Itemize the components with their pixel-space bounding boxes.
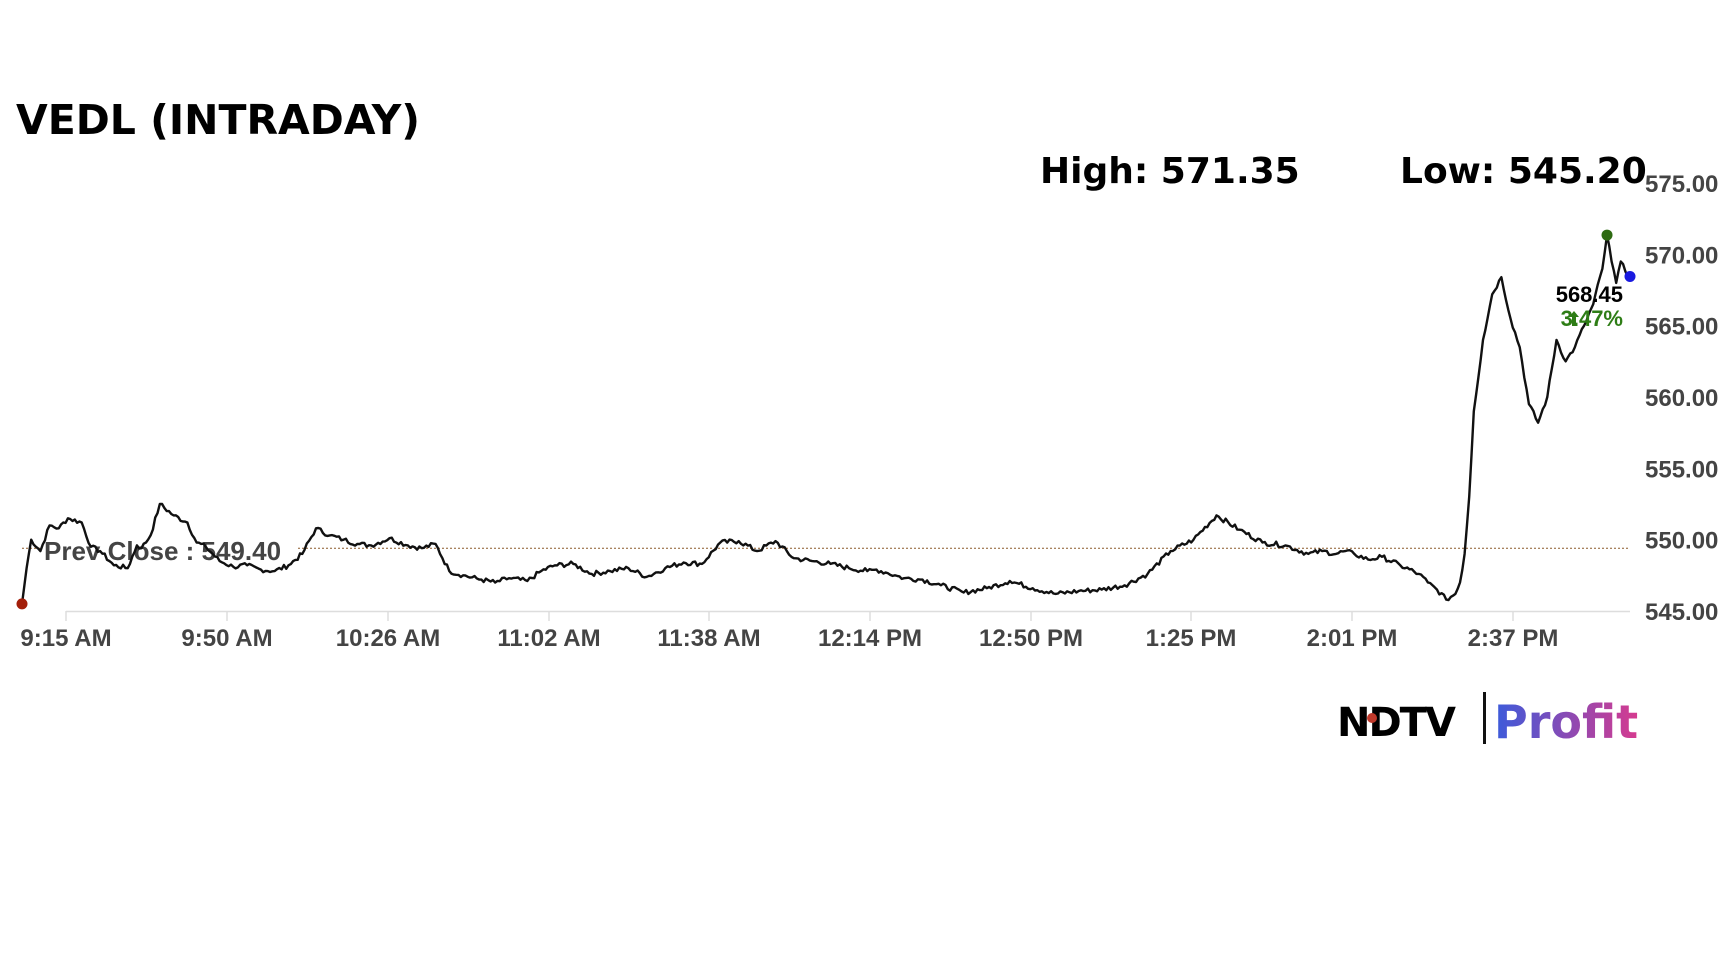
price-series-line [20, 233, 1630, 605]
prev-close-label-bg [40, 531, 298, 571]
last-price-marker [1624, 270, 1636, 282]
up-arrow-icon [1569, 311, 1579, 326]
high-marker [1601, 229, 1613, 241]
y-axis: 545.00 550.00 555.00 560.00 565.00 570.00 575.… [1645, 171, 1718, 626]
x-tick-label: 1:25 PM [1146, 625, 1237, 652]
x-tick-label: 10:26 AM [336, 625, 440, 652]
y-tick-label: 575.00 [1645, 171, 1718, 198]
x-tick-label: 12:14 PM [818, 625, 922, 652]
x-tick-label: 2:01 PM [1307, 625, 1398, 652]
logo-divider [1483, 692, 1486, 744]
prev-close-label: Prev Close : 549.40 [44, 536, 281, 566]
ndtv-profit-logo: NDTV Profit [1337, 692, 1638, 749]
change-label: 3.47% [1561, 306, 1623, 331]
open-marker [16, 598, 28, 610]
logo-profit-text: Profit [1494, 695, 1638, 749]
x-tick-label: 9:15 AM [20, 625, 111, 652]
high-label: High: 571.35 [1040, 151, 1300, 192]
y-tick-label: 555.00 [1645, 456, 1718, 483]
logo-ndtv-text: NDTV [1337, 700, 1456, 746]
x-tick-label: 9:50 AM [181, 625, 272, 652]
y-tick-label: 565.00 [1645, 314, 1718, 341]
y-tick-label: 550.00 [1645, 528, 1718, 555]
y-tick-label: 545.00 [1645, 599, 1718, 626]
x-tick-label: 11:38 AM [657, 625, 760, 652]
x-tick-label: 2:37 PM [1468, 625, 1559, 652]
x-tick-label: 11:02 AM [497, 625, 600, 652]
change-percent: 3.47% [1561, 306, 1623, 331]
chart-title: VEDL (INTRADAY) [16, 96, 420, 144]
low-label: Low: 545.20 [1400, 151, 1647, 192]
y-tick-label: 560.00 [1645, 385, 1718, 412]
logo-dot-icon [1367, 713, 1377, 723]
x-axis: 9:15 AM 9:50 AM 10:26 AM 11:02 AM 11:38 AM 12… [20, 610, 1630, 652]
last-price-label: 568.45 [1556, 282, 1623, 307]
y-tick-label: 570.00 [1645, 242, 1718, 269]
x-tick-label: 12:50 PM [979, 625, 1083, 652]
